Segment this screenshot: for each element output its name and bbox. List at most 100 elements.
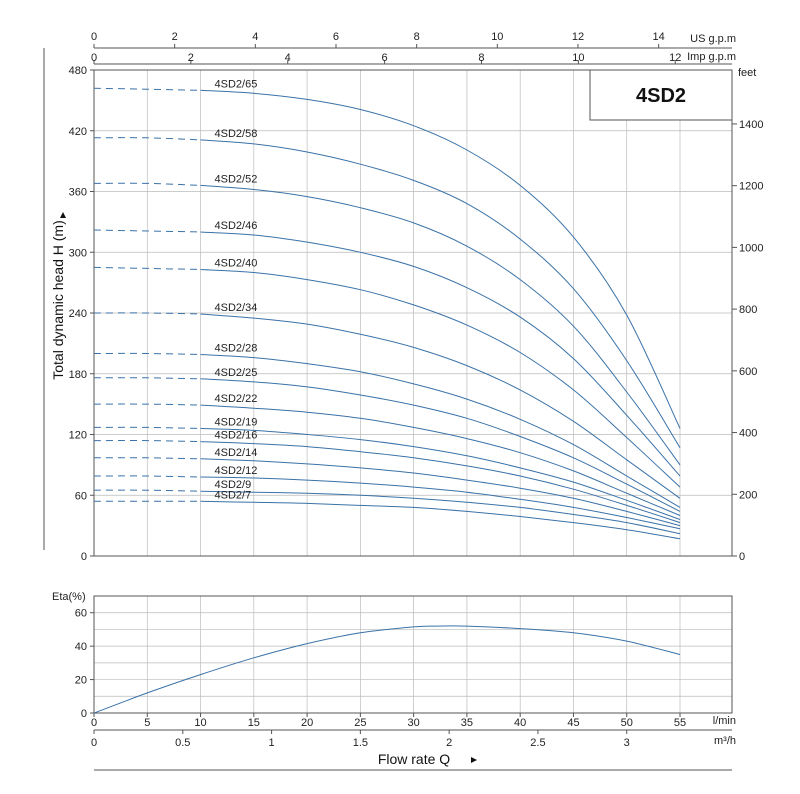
curve-label-4SD2-25: 4SD2/25 <box>215 367 258 379</box>
lpm-x-tick-label: 20 <box>301 717 313 729</box>
feet-y-tick-label: 600 <box>739 366 757 378</box>
head-curve-dashed <box>93 266 201 270</box>
curve-label-4SD2-65: 4SD2/65 <box>215 78 258 90</box>
head-y-tick-label: 120 <box>69 430 87 442</box>
curve-label-4SD2-14: 4SD2/14 <box>215 447 258 459</box>
curves: 4SD2/65 4SD2/58 4SD2/52 4SD2/46 4SD2/40 4SD2/… <box>93 78 681 714</box>
head-curve-solid <box>200 378 681 512</box>
us-gpm-tick-label: 4 <box>252 31 258 43</box>
head-curve-dashed <box>93 403 201 406</box>
model-title: 4SD2 <box>636 85 686 107</box>
feet-y-tick-label: 1000 <box>739 242 763 254</box>
us-gpm-unit-label: US g.p.m <box>690 33 736 45</box>
head-axis-title: Total dynamic head H (m) <box>50 220 66 380</box>
frame <box>93 47 733 731</box>
head-y-tick-label: 300 <box>69 247 87 259</box>
curve-label-4SD2-28: 4SD2/28 <box>215 343 258 355</box>
grid <box>94 70 732 713</box>
m3h-x-tick-label: 2.5 <box>530 737 545 749</box>
head-curve-solid <box>200 427 681 520</box>
imp-gpm-tick-label: 12 <box>669 52 681 64</box>
model-title-frame <box>589 69 733 121</box>
head-curve-solid <box>200 404 681 516</box>
head-curve-dashed <box>93 377 201 380</box>
head-curve-solid <box>200 354 681 508</box>
head-curve-dashed <box>93 229 201 233</box>
head-curve-dashed <box>93 426 201 429</box>
head-curve-solid <box>200 313 681 499</box>
model-title-box: 4SD2 <box>589 69 733 121</box>
imp-gpm-tick-label: 6 <box>382 52 388 64</box>
eta-y-tick-label: 60 <box>75 608 87 620</box>
curve-label-4SD2-7: 4SD2/7 <box>215 489 252 501</box>
lpm-x-tick-label: 45 <box>567 717 579 729</box>
imp-gpm-tick-label: 4 <box>285 52 291 64</box>
head-y-tick-label: 180 <box>69 369 87 381</box>
head-curve-dashed <box>93 137 201 141</box>
head-y-tick-label: 0 <box>81 551 87 563</box>
lpm-unit-label: l/min <box>713 715 736 727</box>
eta-plot-frame <box>93 595 733 714</box>
imp-gpm-tick-label: 10 <box>572 52 584 64</box>
feet-y-tick-label: 800 <box>739 304 757 316</box>
head-curve-dashed <box>93 440 201 443</box>
lpm-x-tick-label: 0 <box>91 717 97 729</box>
head-y-tick-label: 240 <box>69 308 87 320</box>
m3h-x-tick-label: 1 <box>269 737 275 749</box>
head-y-tick-label: 480 <box>69 65 87 77</box>
head-curve-solid <box>200 89 681 429</box>
curve-label-4SD2-16: 4SD2/16 <box>215 430 258 442</box>
imp-gpm-unit-label: Imp g.p.m <box>687 51 736 63</box>
feet-y-tick-label: 0 <box>739 551 745 563</box>
m3h-x-tick-label: 0.5 <box>175 737 190 749</box>
curve-label-4SD2-19: 4SD2/19 <box>215 416 258 428</box>
head-curve-solid <box>200 476 681 530</box>
us-gpm-tick-label: 8 <box>414 31 420 43</box>
lpm-x-tick-label: 25 <box>354 717 366 729</box>
head-curve-dashed <box>93 475 201 478</box>
head-curve-solid <box>200 269 681 488</box>
feet-unit-label: feet <box>738 67 756 79</box>
head-curve-dashed <box>93 457 201 460</box>
m3h-x-tick-label: 3 <box>624 737 630 749</box>
head-curve-dashed <box>93 352 201 355</box>
feet-y-tick-label: 1400 <box>739 119 763 131</box>
eta-y-tick-label: 0 <box>81 708 87 720</box>
tick-labels: 0601201802403003604204800200400600800100… <box>52 31 763 749</box>
feet-y-tick-label: 200 <box>739 489 757 501</box>
curve-label-4SD2-9: 4SD2/9 <box>215 479 252 491</box>
curve-label-4SD2-52: 4SD2/52 <box>215 173 258 185</box>
curve-label-4SD2-12: 4SD2/12 <box>215 465 258 477</box>
curve-label-4SD2-40: 4SD2/40 <box>215 257 258 269</box>
efficiency-curve <box>93 625 681 714</box>
head-curve-solid <box>200 500 681 540</box>
curve-label-4SD2-22: 4SD2/22 <box>215 393 258 405</box>
imp-gpm-tick-label: 8 <box>478 52 484 64</box>
head-curve-solid <box>200 490 681 535</box>
curve-label-4SD2-46: 4SD2/46 <box>215 220 258 232</box>
lpm-x-tick-label: 50 <box>621 717 633 729</box>
us-gpm-tick-label: 14 <box>653 31 665 43</box>
m3h-x-tick-label: 0 <box>91 737 97 749</box>
head-y-tick-label: 360 <box>69 187 87 199</box>
m3h-x-tick-label: 2 <box>446 737 452 749</box>
head-curve-dashed <box>93 182 201 186</box>
us-gpm-tick-label: 6 <box>333 31 339 43</box>
head-curve-dashed <box>93 489 201 492</box>
head-curve-solid <box>200 458 681 527</box>
flow-axis-title: Flow rate Q <box>378 751 450 767</box>
lpm-x-tick-label: 5 <box>144 717 150 729</box>
head-curve-solid <box>200 139 681 448</box>
us-gpm-tick-label: 2 <box>172 31 178 43</box>
head-axis-arrow <box>60 212 66 218</box>
lpm-x-tick-label: 40 <box>514 717 526 729</box>
us-gpm-tick-label: 0 <box>91 31 97 43</box>
eta-y-tick-label: 40 <box>75 641 87 653</box>
us-gpm-tick-label: 10 <box>491 31 503 43</box>
head-curve-solid <box>200 184 681 466</box>
curve-label-4SD2-34: 4SD2/34 <box>215 302 258 314</box>
lpm-x-tick-label: 55 <box>674 717 686 729</box>
head-y-tick-label: 60 <box>75 490 87 502</box>
